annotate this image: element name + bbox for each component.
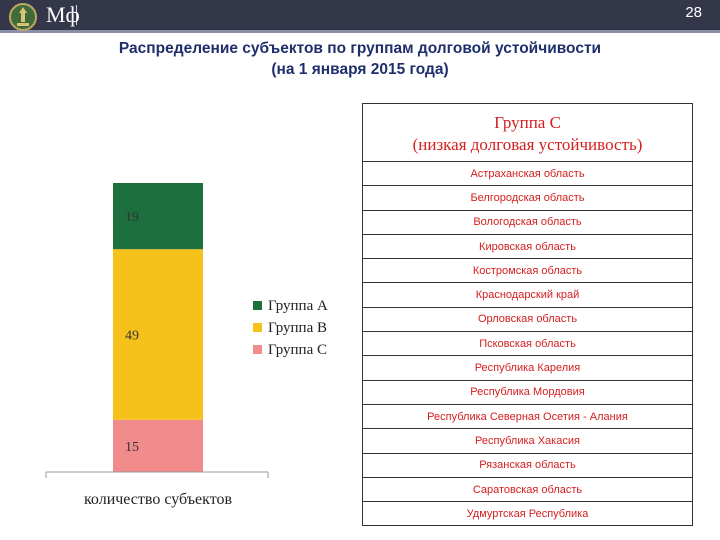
table-row-cell: Кировская область xyxy=(362,233,693,260)
table-row-cell: Рязанская область xyxy=(362,452,693,478)
table-row-cell: Белгородская область xyxy=(362,185,693,211)
data-label: 49 xyxy=(125,328,139,343)
table-header-cell: Группа С (низкая долговая устойчивость) xyxy=(362,103,693,162)
legend-label: Группа C xyxy=(268,342,327,358)
table-row: Кировская область xyxy=(362,233,693,260)
table-header-row: Группа С (низкая долговая устойчивость) xyxy=(362,103,693,162)
table-header-subtitle: (низкая долговая устойчивость) xyxy=(412,134,643,154)
page-number: 28 xyxy=(685,4,702,21)
table-row: Республика Карелия xyxy=(362,355,693,381)
table-row: Вологодская область xyxy=(362,209,693,235)
table-row: Краснодарский край xyxy=(362,282,693,308)
emblem-icon xyxy=(9,3,37,31)
bar-segment xyxy=(113,249,203,420)
table-row: Орловская область xyxy=(362,306,693,333)
table-row-cell: Республика Хакасия xyxy=(362,428,693,454)
table-row-cell: Псковская область xyxy=(362,331,693,357)
page-title: Распределение субъектов по группам долго… xyxy=(0,38,720,80)
table-row: Костромская область xyxy=(362,258,693,284)
table-row-cell: Краснодарский край xyxy=(362,282,693,308)
table-row-cell: Республика Карелия xyxy=(362,355,693,381)
table-row-cell: Костромская область xyxy=(362,258,693,284)
data-label: 19 xyxy=(125,210,139,225)
title-line-1: Распределение субъектов по группам долго… xyxy=(118,40,602,57)
header-accent-line xyxy=(0,30,720,33)
table-row-cell: Республика Северная Осетия - Алания xyxy=(362,403,693,430)
table-row: Республика Хакасия xyxy=(362,428,693,454)
group-c-table: Группа С (низкая долговая устойчивость) … xyxy=(362,103,693,527)
bar-segment xyxy=(113,183,203,250)
table-row-cell: Саратовская область xyxy=(362,476,693,503)
stacked-bar-chart: 15 49 19 количество субъектов Группа A Группа… xyxy=(45,183,328,508)
legend-label: Группа B xyxy=(268,320,327,336)
table-row: Псковская область xyxy=(362,331,693,357)
table-row: Республика Северная Осетия - Алания xyxy=(362,403,693,430)
table-row: Республика Мордовия xyxy=(362,379,693,405)
table-row: Саратовская область xyxy=(362,476,693,503)
legend-swatch xyxy=(253,323,262,332)
table-row-cell: Удмуртская Республика xyxy=(362,501,693,527)
bar-segment xyxy=(113,419,203,472)
table-row: Рязанская область xyxy=(362,452,693,478)
table-row-cell: Вологодская область xyxy=(362,209,693,235)
legend-label: Группа A xyxy=(268,298,328,314)
data-label: 15 xyxy=(125,440,139,455)
table-row-cell: Астраханская область xyxy=(362,160,693,187)
table-row: Астраханская область xyxy=(362,160,693,187)
header-bar xyxy=(0,0,720,30)
x-tick-label: количество субъектов xyxy=(84,491,233,508)
legend-swatch xyxy=(253,345,262,354)
table-row-cell: Орловская область xyxy=(362,306,693,333)
table-row-cell: Республика Мордовия xyxy=(362,379,693,405)
title-line-2: (на 1 января 2015 года) xyxy=(271,61,449,78)
legend-swatch xyxy=(253,301,262,310)
table-header-title: Группа С xyxy=(494,112,561,132)
logo-separator xyxy=(76,5,77,25)
table-row: Белгородская область xyxy=(362,185,693,211)
table-row: Удмуртская Республика xyxy=(362,501,693,527)
logo-text: Мф xyxy=(46,2,80,27)
